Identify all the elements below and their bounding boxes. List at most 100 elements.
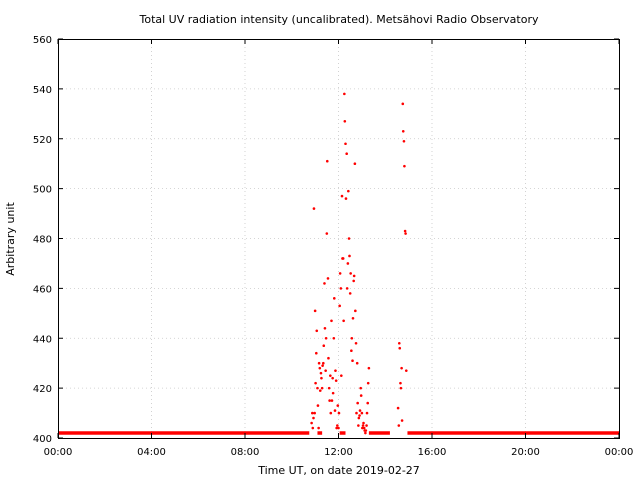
y-tick-label: 460 (33, 284, 52, 295)
data-point (352, 274, 356, 278)
data-point (314, 381, 317, 385)
data-point (397, 341, 401, 345)
data-point (357, 424, 360, 427)
data-point (364, 429, 368, 432)
data-point (358, 409, 362, 412)
data-point (401, 102, 405, 106)
data-point (310, 421, 313, 425)
x-tick-label: 04:00 (137, 447, 166, 458)
data-point (321, 364, 324, 367)
data-point (312, 416, 315, 420)
data-point (336, 424, 339, 427)
data-point (334, 379, 338, 382)
data-point (339, 287, 343, 290)
x-axis-label: Time UT, on date 2019-02-27 (257, 464, 420, 477)
data-point (348, 292, 352, 295)
data-point (365, 424, 368, 427)
data-point (348, 254, 351, 258)
data-point (336, 404, 340, 407)
data-point (330, 319, 333, 323)
data-point (332, 297, 336, 300)
data-point (397, 424, 401, 427)
data-point (313, 411, 316, 415)
data-point (402, 139, 406, 143)
data-point (322, 361, 325, 365)
data-point (359, 386, 363, 390)
y-tick-label: 420 (33, 384, 52, 395)
data-point (360, 411, 364, 415)
data-point (329, 411, 333, 415)
data-point (399, 381, 402, 385)
data-point (396, 406, 400, 410)
data-point (399, 386, 403, 390)
y-tick-label: 400 (33, 434, 52, 445)
data-point (351, 359, 354, 362)
data-point (361, 424, 365, 427)
data-point (347, 189, 350, 193)
data-point (365, 411, 369, 415)
data-point (401, 129, 405, 133)
data-point (325, 159, 329, 163)
data-point (346, 262, 350, 265)
data-point (347, 237, 351, 240)
data-point (356, 401, 359, 405)
data-point (340, 194, 344, 198)
data-point (317, 426, 320, 430)
data-point (366, 381, 370, 385)
x-tick-label: 08:00 (231, 447, 260, 458)
data-point (324, 369, 327, 372)
y-tick-label: 520 (33, 135, 52, 146)
data-point (355, 361, 359, 365)
data-point (335, 426, 338, 430)
grid (58, 39, 619, 438)
data-point (358, 414, 361, 417)
data-point (320, 376, 323, 380)
data-point (344, 197, 348, 200)
data-point (323, 282, 326, 285)
data-point (327, 356, 330, 360)
data-point (334, 369, 337, 372)
data-point (328, 399, 331, 402)
data-point (353, 162, 357, 165)
x-tick-label: 12:00 (324, 447, 353, 458)
data-point (345, 152, 348, 156)
y-tick-label: 480 (33, 235, 52, 246)
data-point (344, 142, 347, 146)
x-tick-label: 20:00 (511, 447, 540, 458)
data-point (315, 329, 319, 333)
data-point (319, 371, 323, 375)
data-point (398, 346, 402, 350)
data-point (324, 336, 328, 340)
data-point (359, 394, 363, 397)
data-point (314, 351, 318, 355)
data-point (341, 257, 345, 260)
data-point (350, 336, 354, 340)
data-point (403, 229, 407, 233)
data-point (329, 374, 332, 377)
data-point (311, 426, 315, 430)
x-tick-label: 00:00 (605, 447, 634, 458)
data-point (367, 366, 371, 370)
data-point (337, 411, 341, 415)
data-point (400, 419, 404, 422)
data-point (349, 272, 352, 275)
data-point (343, 92, 346, 96)
data-point (312, 207, 316, 210)
data-point (316, 386, 319, 390)
data-point (350, 349, 353, 353)
data-point (327, 386, 331, 390)
x-tick-label: 00:00 (44, 447, 73, 458)
data-point (362, 426, 366, 430)
data-point (343, 119, 347, 123)
data-point (323, 326, 327, 330)
data-points (310, 92, 408, 435)
data-point (311, 411, 314, 415)
data-point (313, 309, 317, 313)
data-point (318, 366, 322, 370)
data-point (318, 389, 322, 392)
data-point (326, 277, 330, 280)
data-point (320, 386, 324, 390)
data-point (351, 317, 355, 320)
data-point (361, 426, 364, 430)
